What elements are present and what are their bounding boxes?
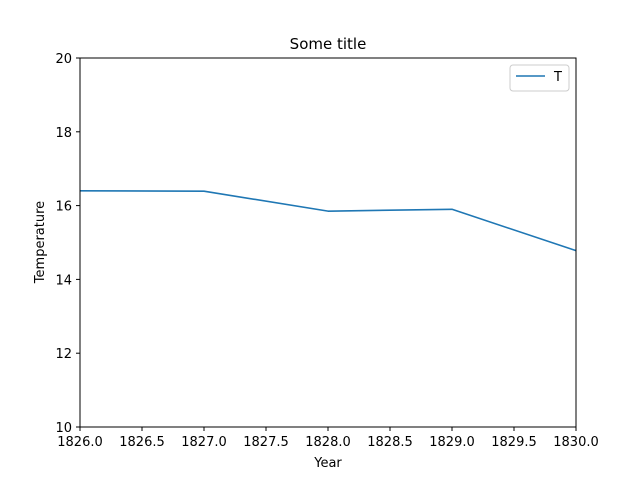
legend: T [509, 64, 570, 92]
x-tick-label: 1829.0 [429, 435, 475, 450]
y-tick-label: 20 [55, 52, 72, 67]
y-axis-label: Temperature [33, 201, 48, 284]
x-tick-label: 1828.0 [305, 435, 351, 450]
plot-frame [79, 57, 577, 428]
y-tick-label: 16 [55, 200, 72, 215]
chart-title: Some title [290, 35, 367, 53]
y-tick-label: 12 [55, 347, 72, 362]
x-axis-label: Year [313, 456, 342, 471]
x-tick-label: 1826.0 [57, 435, 103, 450]
legend-label-T: T [553, 70, 562, 85]
y-tick-label: 18 [55, 126, 72, 141]
y-axis-ticks: 10 12 14 16 18 20 [55, 52, 80, 436]
y-tick-label: 10 [55, 421, 72, 436]
y-tick-label: 14 [55, 273, 72, 288]
x-tick-label: 1829.5 [491, 435, 537, 450]
x-axis-ticks: 1826.0 1826.5 1827.0 1827.5 1828.0 1828.5 1829… [57, 427, 599, 450]
x-tick-label: 1826.5 [119, 435, 165, 450]
x-tick-label: 1827.5 [243, 435, 289, 450]
legend-box [509, 64, 570, 92]
x-tick-label: 1828.5 [367, 435, 413, 450]
x-tick-label: 1830.0 [553, 435, 599, 450]
x-tick-label: 1827.0 [181, 435, 227, 450]
